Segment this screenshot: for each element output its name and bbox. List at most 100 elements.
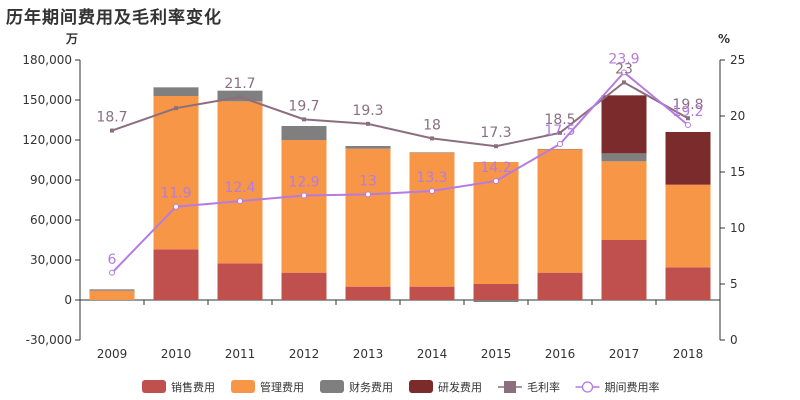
right-tick-label: 5 bbox=[730, 277, 738, 291]
x-tick-label: 2013 bbox=[353, 347, 384, 361]
right-tick-label: 15 bbox=[730, 165, 745, 179]
bar-segment bbox=[153, 96, 199, 250]
line-point bbox=[301, 192, 307, 199]
bar-segment bbox=[601, 153, 647, 162]
x-tick-label: 2012 bbox=[289, 347, 320, 361]
line-point bbox=[493, 177, 499, 184]
legend-label: 销售费用 bbox=[171, 380, 215, 394]
legend-item: 管理费用 bbox=[231, 380, 304, 394]
line-point bbox=[685, 121, 691, 128]
line-point bbox=[430, 136, 434, 141]
bar-segment bbox=[601, 240, 647, 300]
line-point bbox=[237, 198, 243, 205]
bar-segment bbox=[345, 286, 391, 300]
left-tick-label: 120,000 bbox=[22, 133, 72, 147]
line-point bbox=[429, 188, 435, 195]
x-tick-label: 2017 bbox=[609, 347, 640, 361]
bar-series bbox=[89, 87, 711, 302]
legend-item: 毛利率 bbox=[498, 380, 560, 394]
data-label: 18 bbox=[423, 117, 441, 133]
bar-segment bbox=[281, 126, 327, 140]
legend-swatch bbox=[409, 380, 433, 393]
left-tick-label: 150,000 bbox=[22, 93, 72, 107]
line-point bbox=[302, 117, 306, 122]
bar-segment bbox=[601, 161, 647, 240]
data-label: 11.9 bbox=[160, 186, 191, 202]
chart-title: 历年期间费用及毛利率变化 bbox=[6, 8, 222, 28]
bar-segment bbox=[217, 101, 263, 264]
bar-segment bbox=[409, 152, 455, 153]
bar-segment bbox=[345, 148, 391, 287]
data-label: 21.7 bbox=[224, 76, 255, 92]
data-label: 23.9 bbox=[608, 51, 639, 67]
data-label: 12.4 bbox=[224, 180, 255, 196]
legend-label: 研发费用 bbox=[438, 380, 482, 394]
line-point bbox=[366, 121, 370, 126]
x-tick-label: 2016 bbox=[545, 347, 576, 361]
data-label: 17.3 bbox=[480, 125, 511, 141]
bar-segment bbox=[153, 87, 199, 96]
right-tick-label: 25 bbox=[730, 53, 745, 67]
line-point bbox=[622, 80, 626, 85]
line-point bbox=[686, 116, 690, 121]
legend-item: 期间费用率 bbox=[575, 380, 660, 394]
data-label: 17.5 bbox=[544, 123, 575, 139]
x-tick-label: 2010 bbox=[161, 347, 192, 361]
bar-segment bbox=[537, 148, 583, 150]
x-tick-label: 2015 bbox=[481, 347, 512, 361]
data-label: 13.3 bbox=[416, 170, 447, 186]
legend-item: 财务费用 bbox=[320, 380, 393, 394]
x-tick-label: 2011 bbox=[225, 347, 256, 361]
line-point bbox=[238, 94, 242, 99]
right-tick-label: 10 bbox=[730, 221, 745, 235]
bar-segment bbox=[601, 95, 647, 154]
data-labels: 18.7 21.7 19.7 19.3 18 17.3 18.5 23 19.8 6 11.9 12.… bbox=[96, 51, 703, 267]
bar-segment bbox=[89, 289, 135, 291]
x-tick-label: 2018 bbox=[673, 347, 704, 361]
x-tick-label: 2009 bbox=[97, 347, 128, 361]
bar-segment bbox=[473, 284, 519, 300]
data-label: 13 bbox=[359, 173, 377, 189]
data-label: 6 bbox=[108, 252, 117, 268]
bar-segment bbox=[409, 286, 455, 300]
series-line bbox=[111, 70, 689, 274]
data-label: 18.7 bbox=[96, 110, 127, 126]
left-tick-label: 30,000 bbox=[30, 253, 72, 267]
bar-segment bbox=[281, 140, 327, 273]
data-label: 19.2 bbox=[672, 104, 703, 120]
data-label: 12.9 bbox=[288, 175, 319, 191]
data-label: 18.5 bbox=[544, 112, 575, 128]
right-tick-label: 0 bbox=[730, 333, 738, 347]
bar-segment bbox=[665, 132, 711, 185]
bar-segment bbox=[409, 152, 455, 287]
legend: 销售费用 管理费用 财务费用 研发费用 毛利率 期间费用率 bbox=[142, 380, 660, 394]
line-point bbox=[621, 69, 627, 76]
axes: -30,000 0 30,000 60,000 90,000 120,000 150,000… bbox=[22, 32, 745, 361]
data-label: 19.8 bbox=[672, 97, 703, 113]
right-axis-unit: % bbox=[718, 32, 730, 46]
left-tick-label: 0 bbox=[64, 293, 72, 307]
right-tick-label: 20 bbox=[730, 109, 745, 123]
data-label: 14.2 bbox=[480, 160, 511, 176]
bar-segment bbox=[153, 249, 199, 300]
legend-swatch bbox=[142, 380, 166, 393]
x-tick-label: 2014 bbox=[417, 347, 448, 361]
line-point bbox=[494, 144, 498, 149]
bar-segment bbox=[665, 267, 711, 300]
bar-segment bbox=[537, 149, 583, 273]
legend-item: 销售费用 bbox=[142, 380, 215, 394]
bar-segment bbox=[345, 146, 391, 149]
line-series bbox=[109, 69, 691, 276]
legend-marker bbox=[504, 381, 516, 393]
line-point bbox=[173, 203, 179, 210]
bar-segment bbox=[217, 263, 263, 300]
bar-segment bbox=[665, 184, 711, 268]
bar-segment bbox=[89, 290, 135, 300]
legend-swatch bbox=[320, 380, 344, 393]
left-tick-label: 180,000 bbox=[22, 53, 72, 67]
legend-label: 管理费用 bbox=[260, 380, 304, 394]
left-axis-unit: 万 bbox=[65, 32, 78, 46]
line-point bbox=[174, 106, 178, 111]
bar-segment bbox=[537, 272, 583, 300]
